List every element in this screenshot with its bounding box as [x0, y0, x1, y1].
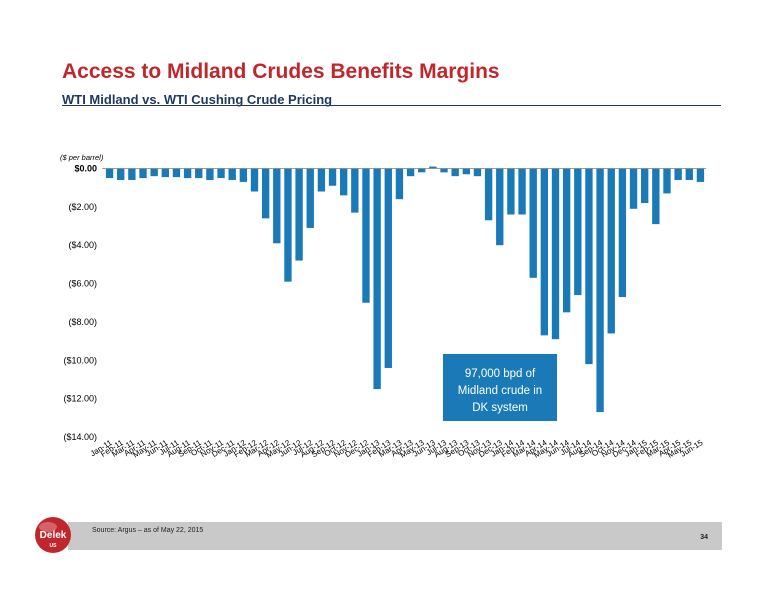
bar: [629, 168, 638, 209]
bar: [674, 168, 682, 181]
bar: [128, 168, 136, 181]
y-tick-label: ($8.00): [68, 317, 97, 327]
bar: [529, 168, 537, 278]
bar: [641, 168, 649, 204]
page-title: Access to Midland Crudes Benefits Margin…: [62, 60, 500, 83]
bar: [284, 168, 292, 282]
y-tick-label: $0.00: [74, 164, 97, 174]
y-tick-label: ($14.00): [63, 432, 97, 442]
bar: [373, 168, 381, 390]
bar: [261, 168, 270, 219]
bar: [183, 168, 192, 179]
bar: [139, 168, 147, 179]
bar: [473, 168, 482, 177]
annotation-callout: 97,000 bpd of Midland crude in DK system: [443, 354, 557, 421]
y-tick-label: ($2.00): [68, 202, 97, 212]
bar: [451, 168, 459, 177]
bar: [540, 168, 549, 336]
bar: [596, 168, 604, 413]
annotation-box: [443, 354, 557, 421]
bar: [217, 168, 225, 179]
bar: [117, 168, 125, 181]
bar: [384, 168, 392, 368]
bar-chart: ($ per barrel) $0.00 ($2.00) ($4.00) ($6.00…: [60, 153, 706, 460]
bar: [418, 168, 426, 173]
bar: [228, 168, 236, 181]
bar: [440, 168, 448, 173]
bar: [295, 168, 303, 261]
bar: [518, 168, 526, 215]
bar: [585, 168, 593, 365]
y-tick-label: ($10.00): [63, 355, 97, 365]
bar: [574, 168, 582, 296]
annotation-line-1: 97,000 bpd of: [465, 368, 536, 380]
bar: [429, 166, 437, 169]
y-tick-label: ($4.00): [68, 240, 97, 250]
bar: [250, 168, 259, 192]
bar: [195, 168, 203, 179]
bar: [484, 168, 493, 221]
bar: [551, 168, 560, 340]
bar: [496, 168, 504, 246]
bar: [150, 168, 158, 177]
y-tick-label: ($12.00): [63, 394, 97, 404]
bar: [507, 168, 515, 215]
bar: [161, 168, 169, 178]
y-tick-label: ($6.00): [68, 279, 97, 289]
bar: [340, 168, 348, 196]
bar: [328, 168, 337, 186]
bar: [652, 168, 660, 225]
header-rule: [62, 105, 721, 106]
page-subtitle: WTI Midland vs. WTI Cushing Crude Pricin…: [62, 92, 333, 107]
annotation-line-2: Midland crude in: [458, 385, 542, 397]
annotation-line-3: DK system: [472, 402, 528, 414]
bar: [406, 168, 415, 177]
delek-logo: Delek US: [35, 517, 71, 553]
bar: [685, 168, 693, 181]
bar: [562, 168, 571, 313]
source-note: Source: Argus – as of May 22, 2015: [92, 527, 204, 534]
bar: [317, 168, 326, 192]
y-axis-label: ($ per barrel): [60, 153, 104, 162]
bar: [105, 168, 114, 179]
bar: [462, 168, 470, 175]
bar: [172, 168, 181, 178]
bar: [273, 168, 281, 244]
logo-sub-text: US: [50, 543, 58, 549]
bar: [395, 168, 404, 200]
bar: [362, 168, 370, 303]
bar: [696, 168, 705, 182]
bar: [618, 168, 627, 297]
bar: [607, 168, 615, 334]
bar: [663, 168, 671, 194]
logo-text: Delek: [40, 530, 67, 541]
bar: [239, 168, 248, 182]
bar: [351, 168, 359, 213]
page-number: 34: [700, 534, 708, 541]
footer-bar: Source: Argus – as of May 22, 2015 34: [68, 522, 722, 550]
bar: [306, 168, 314, 228]
bar: [206, 168, 214, 181]
